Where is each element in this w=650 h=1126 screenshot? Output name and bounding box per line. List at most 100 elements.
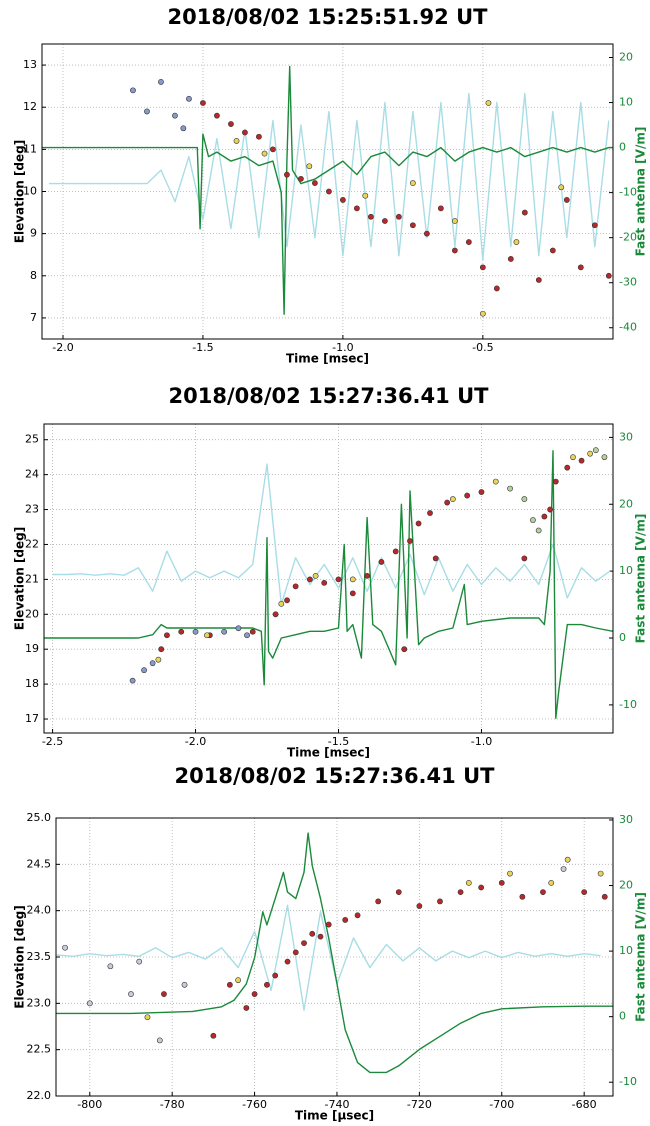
- source-point: [298, 175, 304, 182]
- y-tick-label: 23.0: [27, 996, 52, 1009]
- plot-area: [44, 447, 613, 719]
- source-point: [180, 125, 187, 132]
- y2-tick-label: 0: [619, 631, 626, 644]
- source-point: [552, 478, 559, 485]
- y-tick-label: 9: [30, 227, 37, 240]
- source-point: [521, 209, 528, 216]
- y-tick-label: 13: [23, 58, 37, 71]
- y-tick-label: 25.0: [27, 811, 52, 824]
- y-tick-label: 22.0: [27, 1089, 52, 1102]
- chart-panel: 2018/08/02 15:27:36.41 UT -2.5 -2.0 -1.5 -1.…: [13, 384, 648, 760]
- source-point: [210, 1032, 217, 1039]
- chart-title: 2018/08/02 15:27:36.41 UT: [175, 764, 496, 788]
- y-axis-label: Elevation [deg]: [13, 140, 27, 243]
- source-point: [309, 930, 316, 937]
- source-point: [233, 138, 240, 144]
- source-point: [601, 454, 608, 461]
- y2-tick-label: -40: [619, 321, 637, 334]
- y2-tick-label: 20: [619, 879, 633, 892]
- y-tick-label: 7: [30, 311, 37, 324]
- source-point: [242, 129, 248, 136]
- source-point: [540, 889, 546, 896]
- source-point: [192, 628, 199, 635]
- source-point: [292, 583, 299, 590]
- x-tick-label: -1.0: [471, 735, 492, 748]
- source-point: [339, 197, 346, 203]
- source-point: [395, 889, 402, 896]
- source-point: [479, 310, 486, 317]
- source-point: [284, 597, 290, 604]
- source-point: [535, 277, 542, 283]
- source-point: [312, 572, 319, 579]
- source-point: [535, 527, 542, 534]
- y-tick-label: 19: [25, 642, 39, 655]
- source-point: [409, 222, 416, 229]
- y-tick-label: 12: [23, 100, 37, 113]
- source-point: [86, 1000, 93, 1007]
- source-point: [144, 1014, 151, 1021]
- source-point: [564, 856, 571, 863]
- source-point: [354, 912, 361, 919]
- source-point: [581, 889, 588, 896]
- source-point: [444, 499, 451, 506]
- x-tick-label: -2.5: [42, 735, 63, 748]
- source-point: [321, 579, 328, 586]
- source-point: [292, 949, 299, 956]
- source-point: [284, 958, 291, 965]
- source-point: [451, 218, 458, 224]
- y-tick-label: 20: [25, 607, 39, 620]
- source-point: [548, 879, 555, 886]
- source-point: [307, 576, 313, 583]
- y2-tick-label: 10: [619, 944, 633, 957]
- source-point: [353, 205, 360, 212]
- source-point: [407, 538, 413, 544]
- source-point: [317, 933, 324, 940]
- source-point: [128, 991, 134, 997]
- source-point: [144, 108, 150, 115]
- waveform: [56, 832, 613, 1074]
- source-point: [349, 576, 356, 583]
- y-tick-label: 24.5: [27, 857, 52, 870]
- source-point: [226, 981, 233, 988]
- source-point: [270, 146, 276, 153]
- source-point: [62, 944, 68, 951]
- source-point: [272, 611, 279, 618]
- source-point: [178, 628, 185, 635]
- y-tick-label: 8: [30, 269, 37, 282]
- y-tick-label: 25: [25, 433, 39, 446]
- source-point: [601, 893, 608, 900]
- source-point: [560, 866, 567, 872]
- source-point: [301, 940, 307, 946]
- source-point: [437, 205, 444, 212]
- x-tick-label: -0.5: [472, 341, 493, 354]
- source-point: [335, 576, 342, 583]
- x-tick-label: -720: [407, 1098, 432, 1111]
- source-point: [416, 903, 423, 909]
- source-point: [493, 285, 500, 292]
- y2-tick-label: -10: [619, 1075, 637, 1088]
- source-point: [395, 213, 402, 220]
- y2-tick-label: 0: [619, 1010, 626, 1023]
- y2-tick-label: -10: [619, 698, 637, 711]
- source-point: [312, 180, 318, 186]
- x-tick-label: -1.0: [332, 341, 353, 354]
- plot-area: [42, 65, 613, 317]
- y2-axis-label: Fast antenna [V/m]: [634, 514, 648, 644]
- source-point: [130, 87, 136, 94]
- source-point: [592, 447, 599, 454]
- y-axis-label: Elevation [deg]: [13, 527, 27, 630]
- source-point: [364, 572, 371, 579]
- source-point: [181, 981, 188, 988]
- x-tick-label: -800: [77, 1098, 102, 1111]
- x-tick-label: -680: [572, 1098, 597, 1111]
- chart-title: 2018/08/02 15:25:51.92 UT: [168, 5, 489, 29]
- y2-axis-label: Fast antenna [V/m]: [634, 892, 648, 1022]
- waveform: [49, 92, 610, 261]
- waveform: [44, 450, 613, 719]
- source-point: [451, 247, 458, 254]
- source-point: [530, 517, 536, 523]
- source-point: [158, 79, 164, 85]
- source-point: [172, 112, 178, 119]
- x-tick-label: -2.0: [185, 735, 206, 748]
- chart-panel: 2018/08/02 15:25:51.92 UT -2.0 -1.5 -1.0 -0.…: [13, 5, 648, 366]
